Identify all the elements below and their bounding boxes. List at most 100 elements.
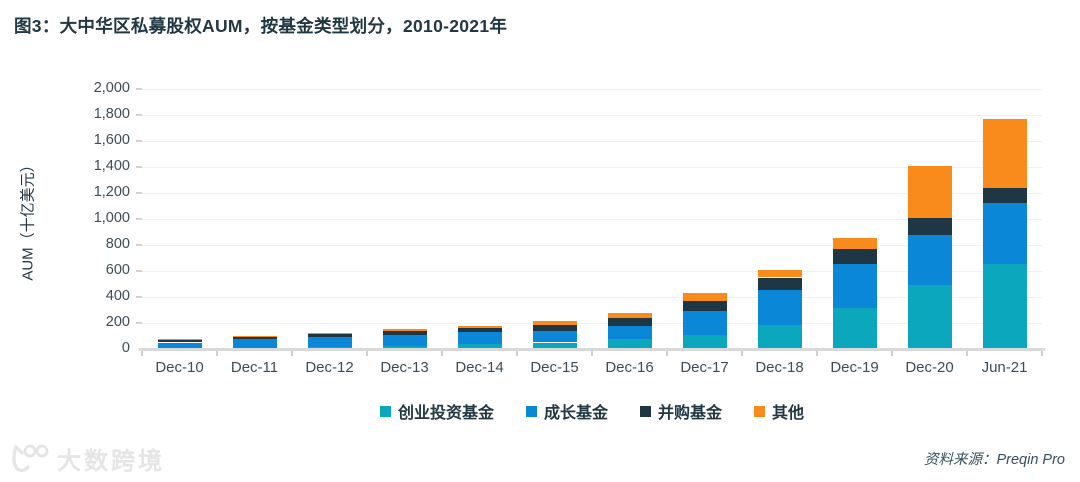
- gridline: [142, 270, 1042, 272]
- y-tick-mark: [136, 322, 142, 324]
- y-tick-mark: [136, 140, 142, 142]
- x-tick-mark: [966, 351, 968, 356]
- gridline: [142, 140, 1042, 142]
- legend-item: 创业投资基金: [379, 399, 494, 423]
- bar-segment-并购基金: [232, 336, 277, 340]
- bar-segment-创业投资基金: [757, 324, 802, 349]
- y-tick-label: 2,000: [93, 80, 130, 96]
- bar-segment-成长基金: [532, 331, 577, 343]
- bar-segment-创业投资基金: [982, 263, 1027, 350]
- x-tick-mark: [1041, 351, 1043, 356]
- x-axis-label: Dec-18: [755, 359, 804, 376]
- gridline: [142, 88, 1042, 90]
- y-tick-mark: [136, 192, 142, 194]
- x-tick-mark: [216, 351, 218, 356]
- y-tick-label: 1,800: [93, 106, 130, 122]
- bar-segment-成长基金: [682, 310, 727, 336]
- y-tick-mark: [136, 114, 142, 116]
- bar-segment-其他: [307, 332, 352, 335]
- bar-segment-创业投资基金: [532, 342, 577, 349]
- gridline: [142, 218, 1042, 220]
- y-tick-label: 800: [105, 236, 130, 252]
- x-tick-mark: [441, 351, 443, 356]
- x-tick-mark: [891, 351, 893, 356]
- bar-segment-创业投资基金: [832, 308, 877, 350]
- bar-segment-并购基金: [382, 330, 427, 335]
- legend-label: 其他: [772, 405, 805, 422]
- gridline: [142, 244, 1042, 246]
- x-tick-mark: [591, 351, 593, 356]
- bar-segment-并购基金: [157, 339, 202, 343]
- bar-segment-成长基金: [382, 334, 427, 346]
- x-axis-label: Dec-10: [155, 359, 204, 376]
- legend-swatch: [525, 405, 537, 417]
- x-tick-mark: [741, 351, 743, 356]
- watermark-text: 大数跨境: [57, 448, 165, 475]
- x-tick-mark: [816, 351, 818, 356]
- bar-segment-并购基金: [832, 248, 877, 264]
- x-axis-label: Dec-13: [380, 359, 429, 376]
- y-tick-label: 600: [105, 262, 130, 278]
- bar-segment-其他: [757, 269, 802, 278]
- bar-segment-成长基金: [757, 289, 802, 325]
- bar-segment-其他: [532, 321, 577, 325]
- x-axis-label: Jun-21: [981, 359, 1028, 376]
- gridline: [142, 166, 1042, 168]
- legend-label: 成长基金: [543, 405, 608, 422]
- gridline: [142, 192, 1042, 194]
- x-axis-label: Dec-16: [605, 359, 654, 376]
- bar-segment-成长基金: [307, 337, 352, 348]
- bar-segment-其他: [682, 293, 727, 301]
- y-tick-mark: [136, 244, 142, 246]
- y-tick-label: 200: [105, 314, 130, 330]
- x-axis-label: Dec-14: [455, 359, 504, 376]
- x-axis-label: Dec-12: [305, 359, 354, 376]
- bar-segment-并购基金: [982, 188, 1027, 203]
- y-tick-mark: [136, 218, 142, 220]
- legend-item: 并购基金: [640, 399, 722, 423]
- legend-swatch: [754, 405, 766, 417]
- x-axis-label: Dec-20: [905, 359, 954, 376]
- bar-segment-其他: [382, 328, 427, 331]
- x-axis-label: Dec-19: [830, 359, 879, 376]
- legend-item: 成长基金: [525, 399, 608, 423]
- bar-segment-其他: [457, 326, 502, 329]
- y-tick-label: 1,200: [93, 184, 130, 200]
- bar-segment-创业投资基金: [457, 343, 502, 349]
- chart-title: 图3：大中华区私募股权AUM，按基金类型划分，2010-2021年: [14, 16, 508, 36]
- y-tick-mark: [136, 88, 142, 90]
- x-tick-mark: [516, 351, 518, 356]
- bar-segment-成长基金: [832, 263, 877, 309]
- bar-segment-并购基金: [757, 277, 802, 290]
- bar-segment-创业投资基金: [382, 345, 427, 350]
- bar-segment-并购基金: [532, 324, 577, 332]
- x-axis-line: [139, 348, 1045, 351]
- bar-segment-成长基金: [157, 342, 202, 349]
- y-tick-mark: [136, 270, 142, 272]
- gridline: [142, 114, 1042, 116]
- 100-logo-icon: [8, 443, 52, 475]
- y-tick-label: 1,600: [93, 132, 130, 148]
- legend-item: 其他: [754, 399, 804, 423]
- legend-label: 并购基金: [658, 405, 723, 422]
- bar-segment-成长基金: [982, 202, 1027, 264]
- legend: 创业投资基金 成长基金 并购基金 其他: [142, 399, 1042, 423]
- bar-segment-其他: [607, 312, 652, 318]
- x-tick-mark: [666, 351, 668, 356]
- bar-segment-并购基金: [907, 218, 952, 236]
- x-tick-mark: [141, 351, 143, 356]
- bar-segment-其他: [232, 336, 277, 337]
- y-tick-label: 400: [105, 288, 130, 304]
- legend-label: 创业投资基金: [397, 405, 494, 422]
- y-tick-label: 1,000: [93, 210, 130, 226]
- bar-segment-其他: [157, 339, 202, 340]
- bar-segment-并购基金: [307, 334, 352, 338]
- x-axis-label: Dec-15: [530, 359, 579, 376]
- legend-swatch: [640, 405, 651, 417]
- bar-segment-并购基金: [457, 328, 502, 333]
- bar-segment-成长基金: [907, 235, 952, 286]
- bar-segment-创业投资基金: [682, 335, 727, 350]
- bar-segment-并购基金: [682, 300, 727, 311]
- watermark: 大数跨境: [8, 441, 165, 476]
- bar-segment-成长基金: [607, 325, 652, 339]
